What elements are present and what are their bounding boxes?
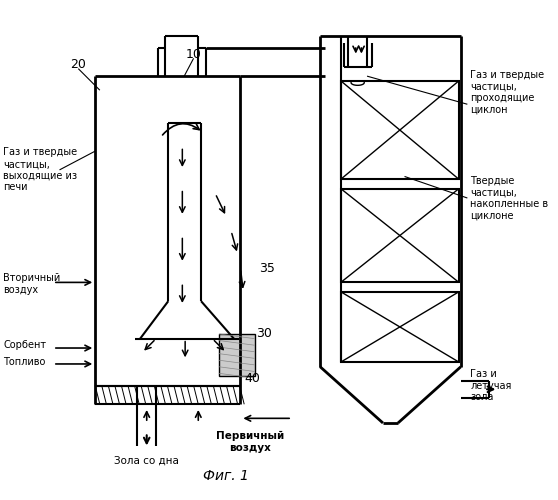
Text: Газ и
летучая
зола: Газ и летучая зола xyxy=(470,369,512,402)
Text: Фиг. 1: Фиг. 1 xyxy=(204,470,249,484)
Text: Вторичный
воздух: Вторичный воздух xyxy=(3,274,60,295)
Text: Газ и твердые
частицы,
выходящие из
печи: Газ и твердые частицы, выходящие из печи xyxy=(3,148,78,192)
Text: 35: 35 xyxy=(259,262,275,275)
Text: 10: 10 xyxy=(186,48,201,61)
Bar xyxy=(341,292,459,362)
Bar xyxy=(219,334,254,376)
Text: Сорбент: Сорбент xyxy=(3,340,46,350)
Bar xyxy=(341,188,459,282)
Text: 30: 30 xyxy=(256,328,272,340)
Text: 20: 20 xyxy=(70,58,86,71)
Text: Первичный
воздух: Первичный воздух xyxy=(216,431,284,452)
Text: Газ и твердые
частицы,
проходящие
циклон: Газ и твердые частицы, проходящие циклон xyxy=(470,70,544,114)
Text: Зола со дна: Зола со дна xyxy=(114,456,179,466)
Text: Твердые
частицы,
накопленные в
циклоне: Твердые частицы, накопленные в циклоне xyxy=(470,176,549,220)
Text: 40: 40 xyxy=(245,372,261,384)
Bar xyxy=(341,81,459,180)
Text: Топливо: Топливо xyxy=(3,357,46,367)
